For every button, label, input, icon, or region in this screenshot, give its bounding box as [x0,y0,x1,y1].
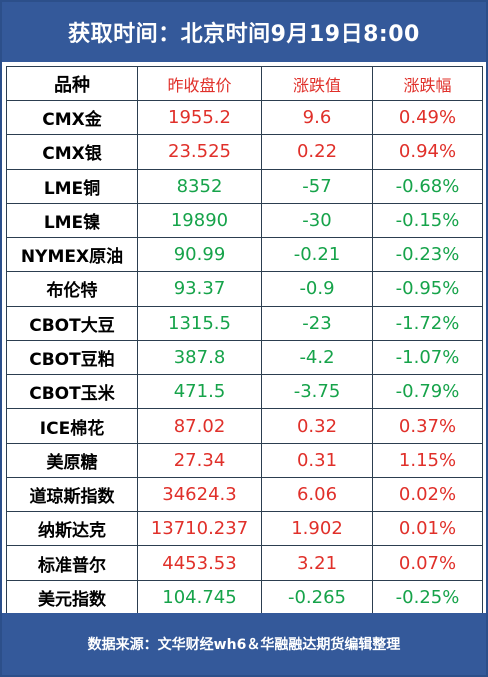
change-value: -23 [261,305,373,341]
change-percent: -0.79% [372,374,483,410]
commodity-name: CMX银 [6,134,138,170]
commodity-name: 纳斯达克 [6,511,138,547]
change-percent: -1.07% [372,339,483,376]
change-percent: 0.07% [372,545,483,581]
commodity-name: CBOT大豆 [6,305,138,341]
table-row: CBOT玉米 471.5 -3.75 -0.79% [6,374,483,410]
change-value: -0.265 [261,579,373,616]
change-value: -30 [261,202,373,239]
close-price: 13710.237 [137,511,262,547]
commodity-name: LME铜 [6,168,138,204]
change-percent: -0.23% [372,237,483,273]
change-percent: -0.68% [372,168,483,204]
close-price: 87.02 [137,408,262,444]
change-value: 9.6 [261,99,373,136]
change-value: -0.9 [261,271,373,307]
close-price: 471.5 [137,374,262,410]
change-value: 0.22 [261,134,373,170]
table-row: LME镍 19890 -30 -0.15% [6,202,483,239]
close-price: 104.745 [137,579,262,616]
table-row: LME铜 8352 -57 -0.68% [6,168,483,204]
table-header-row: 品种 昨收盘价 涨跌值 涨跌幅 [6,66,483,101]
close-price: 93.37 [137,271,262,307]
close-price: 1955.2 [137,99,262,136]
close-price: 387.8 [137,339,262,376]
change-percent: 0.94% [372,134,483,170]
change-value: 6.06 [261,476,373,513]
column-header-change: 涨跌值 [261,66,373,101]
commodity-name: CBOT玉米 [6,374,138,410]
change-percent: 0.37% [372,408,483,444]
header-title: 获取时间：北京时间9月19日8:00 [68,22,420,47]
commodity-name: 布伦特 [6,271,138,307]
table-row: NYMEX原油 90.99 -0.21 -0.23% [6,237,483,273]
column-header-name: 品种 [6,66,138,101]
table-row: CMX金 1955.2 9.6 0.49% [6,99,483,136]
commodity-name: 美原糖 [6,442,138,478]
data-source: 数据来源：文华财经wh6＆华融融达期货编辑整理 [87,637,401,653]
commodity-name: CMX金 [6,99,138,136]
price-table: 品种 昨收盘价 涨跌值 涨跌幅 CMX金 1955.2 9.6 0.49% CMX银 23… [6,66,483,616]
table-row: CBOT豆粕 387.8 -4.2 -1.07% [6,339,483,376]
table-row: CBOT大豆 1315.5 -23 -1.72% [6,305,483,341]
close-price: 8352 [137,168,262,204]
commodity-name: 美元指数 [6,579,138,616]
close-price: 4453.53 [137,545,262,581]
change-percent: 1.15% [372,442,483,478]
change-value: -3.75 [261,374,373,410]
change-value: -0.21 [261,237,373,273]
change-percent: -1.72% [372,305,483,341]
change-value: 0.32 [261,408,373,444]
change-percent: 0.49% [372,99,483,136]
table-row: 美元指数 104.745 -0.265 -0.25% [6,579,483,616]
change-value: -4.2 [261,339,373,376]
change-percent: -0.25% [372,579,483,616]
close-price: 19890 [137,202,262,239]
commodity-name: 标准普尔 [6,545,138,581]
change-percent: -0.15% [372,202,483,239]
commodity-name: CBOT豆粕 [6,339,138,376]
commodity-name: 道琼斯指数 [6,476,138,513]
footer-bar: 数据来源：文华财经wh6＆华融融达期货编辑整理 [2,613,486,675]
commodity-name: ICE棉花 [6,408,138,444]
close-price: 90.99 [137,237,262,273]
close-price: 34624.3 [137,476,262,513]
change-percent: -0.95% [372,271,483,307]
change-value: -57 [261,168,373,204]
table-row: CMX银 23.525 0.22 0.94% [6,134,483,170]
close-price: 1315.5 [137,305,262,341]
table-row: 道琼斯指数 34624.3 6.06 0.02% [6,476,483,513]
change-percent: 0.01% [372,511,483,547]
column-header-close: 昨收盘价 [137,66,262,101]
change-value: 3.21 [261,545,373,581]
table-row: ICE棉花 87.02 0.32 0.37% [6,408,483,444]
close-price: 27.34 [137,442,262,478]
commodity-name: NYMEX原油 [6,237,138,273]
column-header-pct: 涨跌幅 [372,66,483,101]
change-percent: 0.02% [372,476,483,513]
close-price: 23.525 [137,134,262,170]
table-row: 布伦特 93.37 -0.9 -0.95% [6,271,483,307]
change-value: 1.902 [261,511,373,547]
table-row: 美原糖 27.34 0.31 1.15% [6,442,483,478]
commodity-name: LME镍 [6,202,138,239]
header-bar: 获取时间：北京时间9月19日8:00 [2,2,486,62]
table-row: 纳斯达克 13710.237 1.902 0.01% [6,511,483,547]
table-row: 标准普尔 4453.53 3.21 0.07% [6,545,483,581]
change-value: 0.31 [261,442,373,478]
